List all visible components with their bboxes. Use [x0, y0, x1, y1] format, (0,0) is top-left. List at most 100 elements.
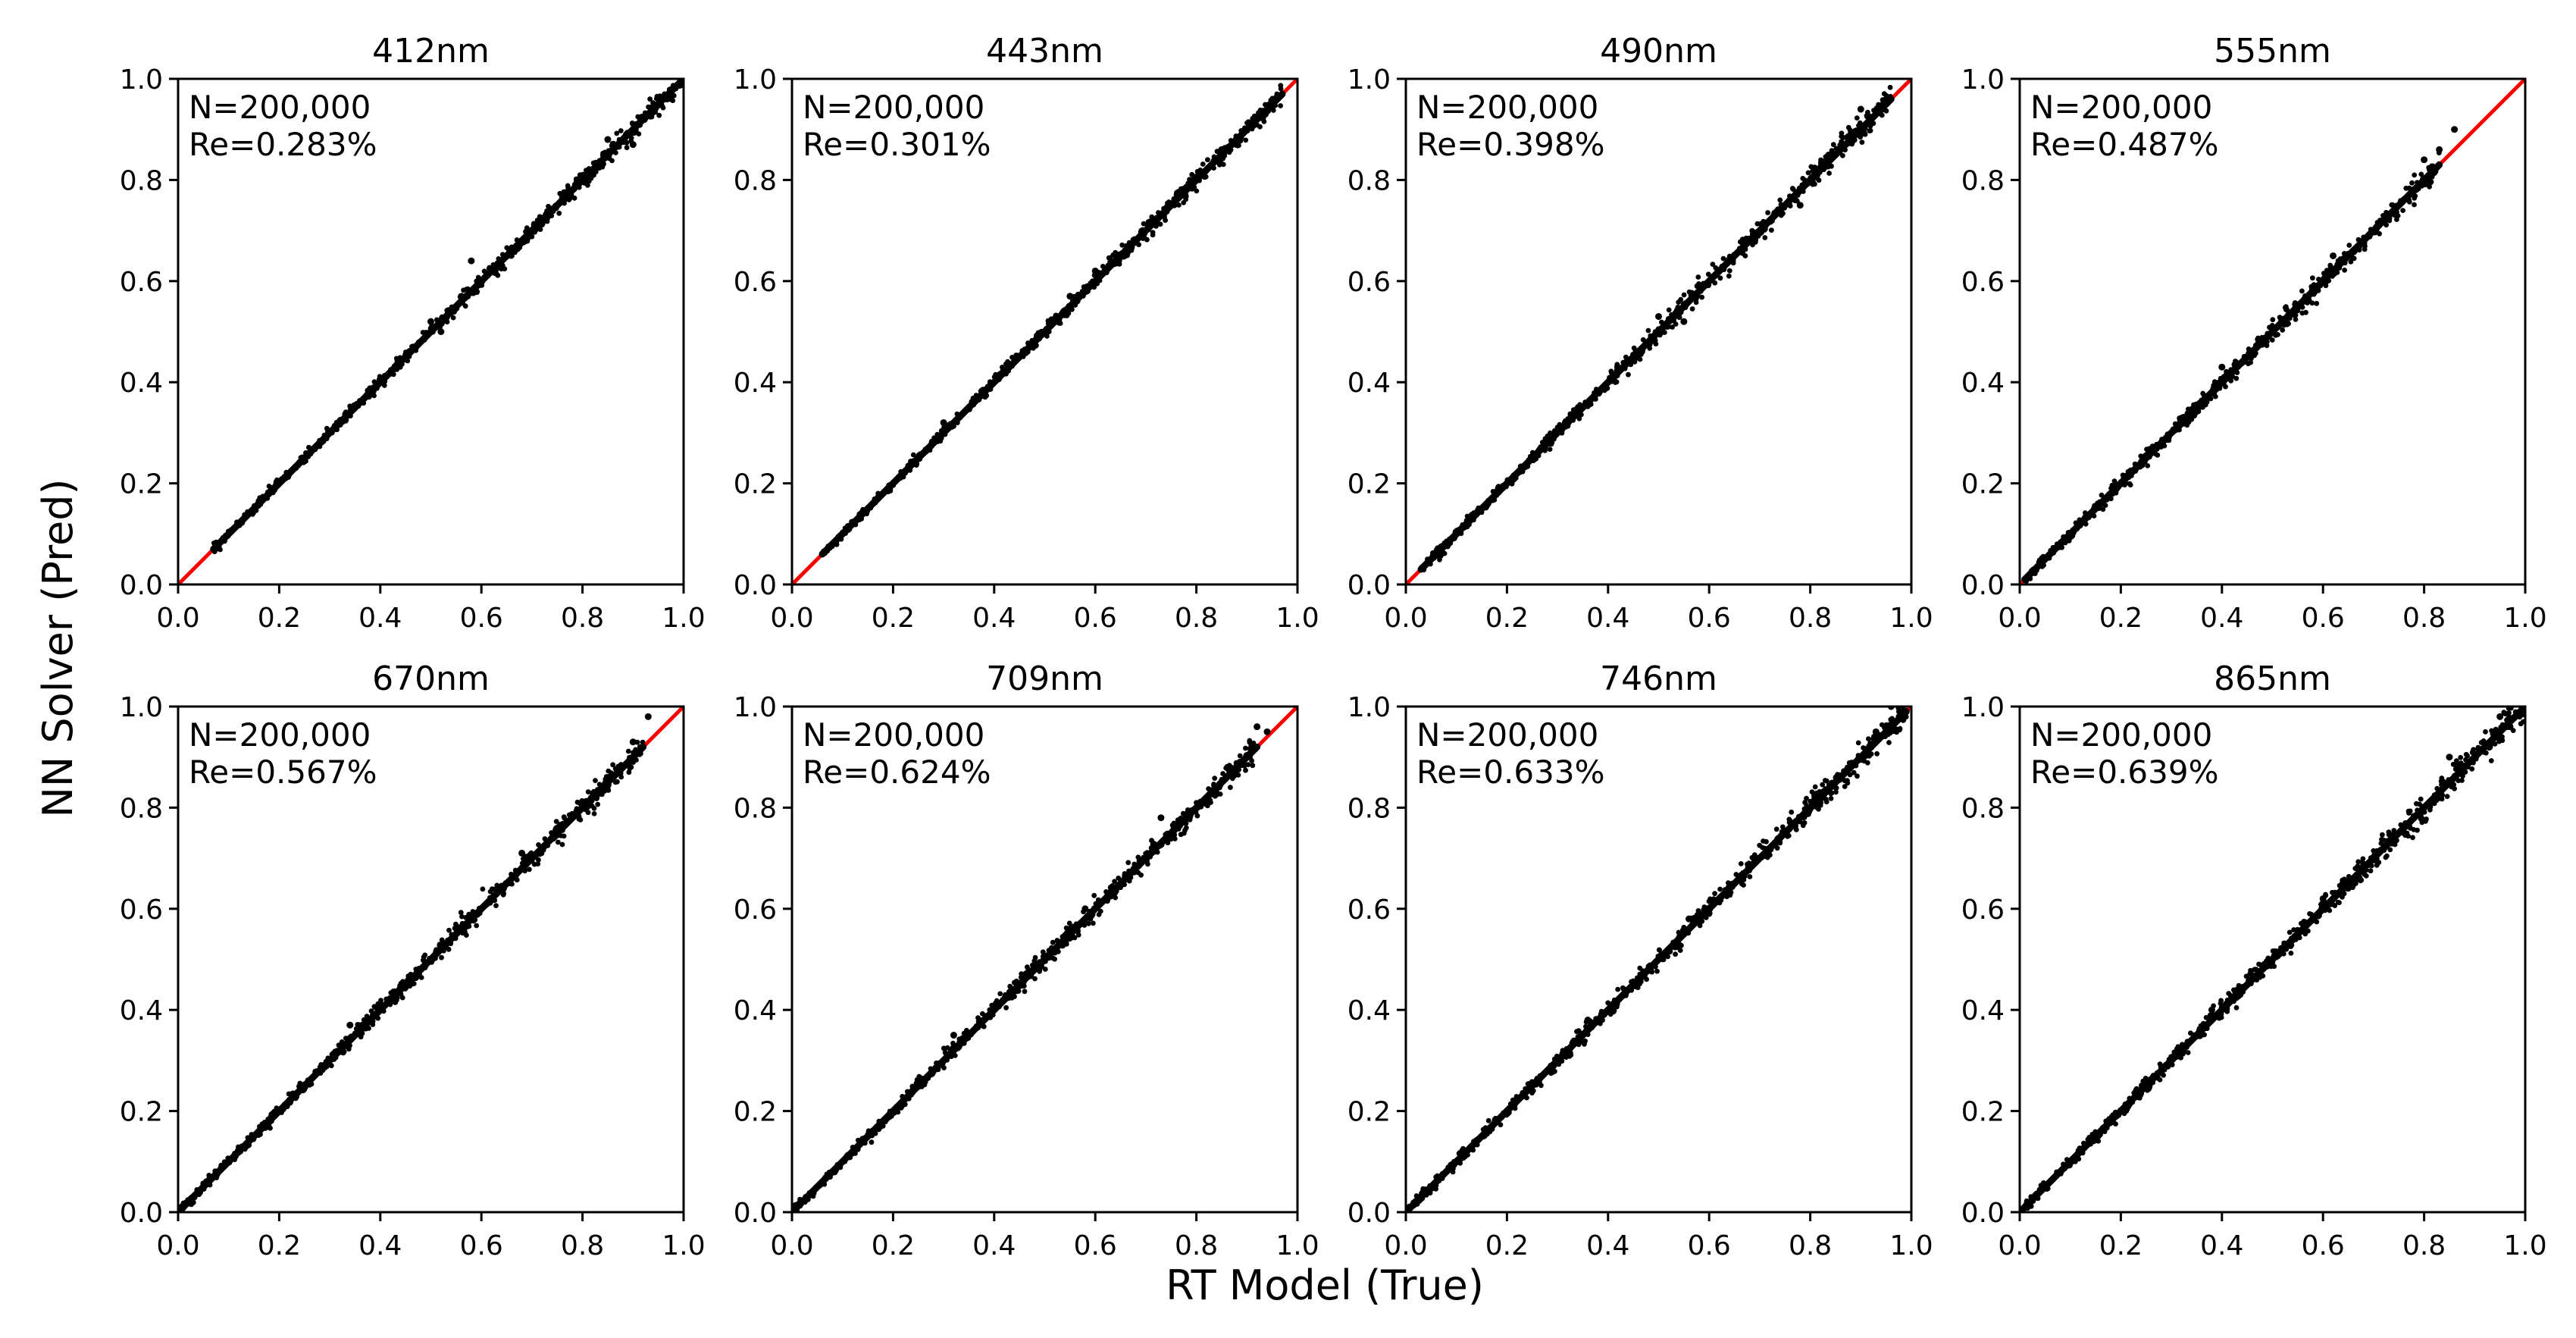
x-tick-label: 0.4: [1586, 603, 1629, 634]
scatter-point: [448, 941, 454, 947]
scatter-point: [534, 218, 540, 223]
scatter-point: [907, 464, 913, 469]
scatter-point: [590, 168, 596, 174]
outlier-point: [1218, 146, 1225, 153]
scatter-point: [1096, 912, 1102, 917]
scatter-point: [1125, 860, 1131, 866]
scatter-point: [366, 390, 372, 396]
scatter-point: [1773, 826, 1779, 832]
scatter-point: [2268, 326, 2274, 332]
scatter-point: [445, 937, 450, 943]
scatter-point: [893, 477, 899, 483]
scatter-point: [530, 226, 536, 231]
scatter-point: [2315, 282, 2321, 287]
scatter-point: [1144, 850, 1150, 856]
scatter-point: [1106, 265, 1112, 270]
scatter-point: [1565, 416, 1571, 421]
scatter-point: [1761, 854, 1767, 860]
scatter-point: [1206, 786, 1211, 791]
outlier-point: [1263, 728, 1271, 735]
scatter-point: [267, 1125, 273, 1131]
scatter-point: [185, 1199, 191, 1204]
scatter-point: [1569, 415, 1575, 421]
scatter-point: [565, 192, 571, 198]
scatter-point: [1040, 954, 1046, 960]
scatter-point: [1432, 551, 1438, 556]
scatter-point: [1785, 199, 1791, 205]
scatter-point: [546, 209, 552, 215]
scatter-point: [1107, 888, 1113, 894]
scatter-point: [290, 1091, 295, 1096]
scatter-point: [1680, 301, 1686, 307]
scatter-point: [855, 1137, 861, 1143]
scatter-point: [1853, 132, 1859, 137]
scatter-point: [1498, 487, 1504, 494]
scatter-point: [1097, 273, 1103, 278]
scatter-point: [940, 1061, 946, 1067]
scatter-point: [496, 256, 502, 262]
scatter-point: [2045, 553, 2051, 559]
scatter-point: [2277, 315, 2283, 321]
scatter-point: [1237, 761, 1243, 767]
scatter-point: [1845, 780, 1851, 786]
scatter-point: [618, 128, 624, 133]
scatter-point: [1086, 920, 1091, 926]
scatter-point: [376, 377, 382, 382]
sample-count-label: N=200,000: [2030, 89, 2212, 126]
scatter-point: [471, 290, 476, 296]
scatter-point: [1267, 101, 1273, 106]
x-tick-label: 1.0: [662, 1230, 705, 1261]
scatter-point: [997, 991, 1003, 997]
scatter-point: [1706, 282, 1712, 288]
scatter-point: [584, 804, 590, 810]
scatter-point: [282, 1102, 288, 1108]
scatter-point: [332, 1048, 338, 1054]
scatter-point: [1237, 753, 1243, 759]
x-tick-label: 0.2: [872, 1230, 915, 1261]
scatter-point: [267, 489, 272, 495]
scatter-point: [596, 782, 603, 788]
scatter-point: [869, 503, 875, 509]
scatter-point: [1874, 750, 1880, 757]
scatter-point: [1804, 795, 1809, 801]
scatter-point: [2201, 396, 2206, 403]
scatter-point: [1573, 406, 1579, 412]
scatter-point: [1182, 193, 1188, 199]
scatter-point: [474, 912, 480, 918]
scatter-point: [1863, 121, 1869, 127]
scatter-point: [422, 330, 428, 336]
outlier-point: [468, 257, 475, 265]
scatter-point: [595, 801, 601, 807]
scatter-point: [1238, 138, 1244, 144]
scatter-point: [1018, 974, 1024, 980]
scatter-point: [1212, 776, 1218, 781]
scatter-point: [885, 1114, 891, 1119]
scatter-point: [309, 1075, 315, 1081]
scatter-point: [579, 801, 585, 807]
scatter-point: [1859, 139, 1865, 146]
scatter-point: [659, 103, 665, 108]
scatter-point: [610, 144, 615, 149]
scatter-point: [973, 393, 979, 398]
scatter-point: [1677, 306, 1683, 311]
scatter-point: [828, 1174, 833, 1180]
scatter-point: [437, 942, 443, 948]
scatter-point: [190, 1195, 196, 1200]
scatter-point: [402, 352, 408, 358]
scatter-point: [1149, 214, 1155, 220]
scatter-point: [343, 417, 349, 423]
scatter-point: [225, 1159, 231, 1164]
sample-count-label: N=200,000: [803, 716, 984, 754]
scatter-point: [317, 437, 322, 443]
scatter-point: [462, 922, 468, 928]
scatter-point: [1144, 222, 1150, 227]
scatter-point: [1840, 146, 1846, 152]
scatter-point: [1090, 278, 1095, 284]
scatter-point: [230, 1155, 236, 1161]
scatter-point: [926, 443, 931, 450]
scatter-point: [1568, 1045, 1574, 1051]
scatter-point: [1211, 154, 1217, 160]
scatter-point: [244, 1144, 250, 1149]
scatter-point: [1240, 758, 1246, 764]
